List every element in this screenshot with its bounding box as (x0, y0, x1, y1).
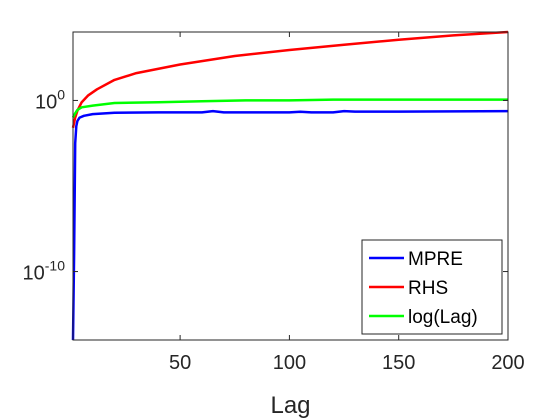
y-tick-label: 10-10 (23, 258, 66, 285)
series-line-mpre (71, 109, 509, 341)
x-tick-label: 150 (382, 352, 415, 374)
plot-area-frame (72, 31, 509, 341)
x-axis: 50 100 150 200 (169, 32, 525, 374)
x-tick-label: 200 (491, 352, 524, 374)
legend-label: log(Lag) (408, 307, 478, 328)
y-tick-label: 100 (35, 86, 65, 113)
y-axis: 100 10-10 (23, 86, 508, 285)
x-axis-label: Lag (270, 392, 310, 419)
legend: MPRE RHS log(Lag) (361, 239, 503, 335)
x-tick-label: 50 (169, 352, 191, 374)
series-line-log-lag (71, 98, 508, 119)
x-tick-label: 100 (273, 352, 306, 374)
legend-label: MPRE (408, 249, 463, 270)
plot-lines (71, 30, 509, 341)
legend-label: RHS (408, 278, 448, 299)
